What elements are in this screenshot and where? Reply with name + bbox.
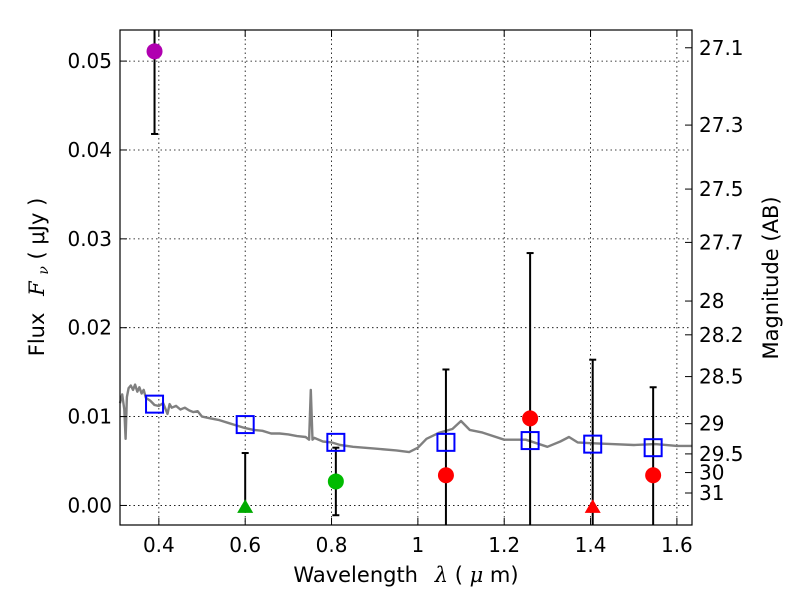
x-axis-ticks: 0.4 0.6 0.8 1 1.2 1.4 1.6: [143, 30, 693, 557]
y2-tick-label: 27.5: [699, 177, 744, 201]
y-axis-ticks: 0.00 0.01 0.02 0.03 0.04 0.05: [67, 49, 127, 517]
model-photometry-square: [145, 394, 165, 414]
model-photometry-layer: [145, 394, 663, 458]
x-axis-title-text: Wavelength: [293, 563, 418, 587]
y-tick-label: 0.02: [67, 316, 112, 340]
plot-frame: [119, 29, 693, 526]
observed-upper-limit-triangle: [584, 499, 601, 513]
y-axis-title-unit: ( μJy ): [25, 198, 49, 260]
y2-tick-label: 31: [699, 481, 724, 505]
x-tick-label: 0.6: [229, 533, 261, 557]
y2-tick-label: 27.3: [699, 113, 744, 137]
y2-tick-label: 28: [699, 289, 724, 313]
y2-tick-label: 27.7: [699, 230, 744, 254]
y2-tick-label: 29.5: [699, 442, 744, 466]
y-axis-title-symbol: F: [25, 280, 49, 297]
model-spectrum-layer: [118, 383, 692, 454]
x-tick-label: 1.4: [575, 533, 607, 557]
y-tick-label: 0.01: [67, 405, 112, 429]
x-tick-label: 1.2: [488, 533, 520, 557]
y-tick-label: 0.00: [67, 493, 112, 517]
y-tick-label: 0.05: [67, 49, 112, 73]
model-spectrum-line: [118, 383, 692, 454]
y2-tick-label: 28.5: [699, 365, 744, 389]
x-axis-title-unit-close: m): [490, 563, 519, 587]
observed-flux-point: [327, 473, 344, 490]
x-tick-label: 1: [412, 533, 425, 557]
y2-axis-title: Magnitude (AB): [759, 196, 783, 359]
model-photometry-square: [326, 432, 346, 452]
y2-tick-label: 28.2: [699, 323, 744, 347]
observed-points-layer: [146, 43, 662, 513]
model-photometry-square: [643, 438, 663, 458]
y-axis-title: Flux F ν ( μJy ): [25, 198, 53, 357]
y2-tick-label: 27.1: [699, 36, 744, 60]
model-photometry-square: [583, 434, 603, 454]
grid-lines: [120, 30, 692, 525]
model-photometry-square: [436, 432, 456, 452]
y2-tick-label: 29: [699, 412, 724, 436]
x-axis-title-unit-open: (: [455, 563, 463, 587]
x-tick-label: 1.6: [661, 533, 693, 557]
y-axis-title-text: Flux: [25, 313, 49, 357]
y-axis-title-symbol-sub: ν: [36, 266, 52, 275]
x-tick-label: 0.4: [143, 533, 175, 557]
observed-upper-limit-triangle: [237, 499, 254, 513]
observed-flux-point: [522, 410, 539, 427]
y-tick-label: 0.04: [67, 138, 112, 162]
x-axis-title-unit-mu: μ: [470, 563, 484, 587]
y-tick-label: 0.03: [67, 227, 112, 251]
model-photometry-square: [520, 431, 540, 451]
observed-flux-point: [146, 43, 163, 60]
model-photometry-square: [235, 415, 255, 435]
y2-tick-label: 30: [699, 461, 724, 485]
x-tick-label: 0.8: [316, 533, 348, 557]
observed-flux-point: [645, 467, 662, 484]
x-axis-title-symbol: λ: [434, 563, 448, 587]
x-axis-title: Wavelength λ ( μ m): [293, 563, 518, 587]
observed-flux-point: [437, 467, 454, 484]
